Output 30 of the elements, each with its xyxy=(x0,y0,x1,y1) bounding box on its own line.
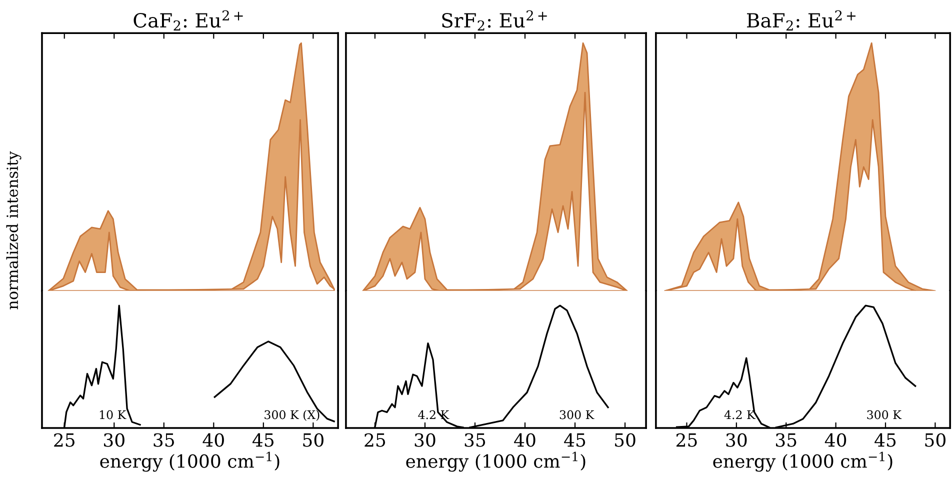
x-tick-label: 35 xyxy=(464,433,486,447)
series-label: 10 K xyxy=(100,410,126,420)
x-tick-label: 50 xyxy=(303,433,324,447)
x-tick-label: 45 xyxy=(874,433,896,447)
x-tick-label: 45 xyxy=(252,433,274,447)
x-tick-label: 35 xyxy=(776,433,796,447)
series-label: 4.2 K xyxy=(724,410,756,420)
x-tick-label: 45 xyxy=(564,433,586,447)
chart-title: BaF$_{2}$: Eu$^{2+}$ xyxy=(747,10,856,30)
x-tick-label: 25 xyxy=(54,433,74,447)
x-axis-title: energy (1000 cm$^{−1}$) xyxy=(406,452,586,472)
chart-title: SrF$_{2}$: Eu$^{2+}$ xyxy=(442,10,547,30)
series-label: 300 K (X) xyxy=(264,410,320,421)
x-tick-label: 30 xyxy=(414,433,436,447)
text: 300 K xyxy=(867,410,902,420)
x-tick-label: 25 xyxy=(364,433,386,447)
chart-title: CaF$_{2}$: Eu$^{2+}$ xyxy=(134,10,243,30)
x-tick-label: 25 xyxy=(676,433,697,447)
x-tick-label: 35 xyxy=(154,433,174,447)
x-tick-label: 50 xyxy=(925,433,946,447)
x-axis-title: energy (1000 cm$^{−1}$) xyxy=(713,452,892,472)
x-tick-label: 40 xyxy=(824,433,846,447)
x-tick-label: 30 xyxy=(726,433,747,447)
x-tick-label: 30 xyxy=(104,433,124,447)
series-label: 300 K xyxy=(560,410,594,420)
x-tick-label: 40 xyxy=(514,433,536,447)
x-tick-label: 40 xyxy=(202,433,224,447)
y-axis-title: normalized intensity xyxy=(6,151,22,310)
x-axis-title: energy (1000 cm$^{−1}$) xyxy=(100,452,280,472)
x-tick-label: 50 xyxy=(615,433,636,447)
